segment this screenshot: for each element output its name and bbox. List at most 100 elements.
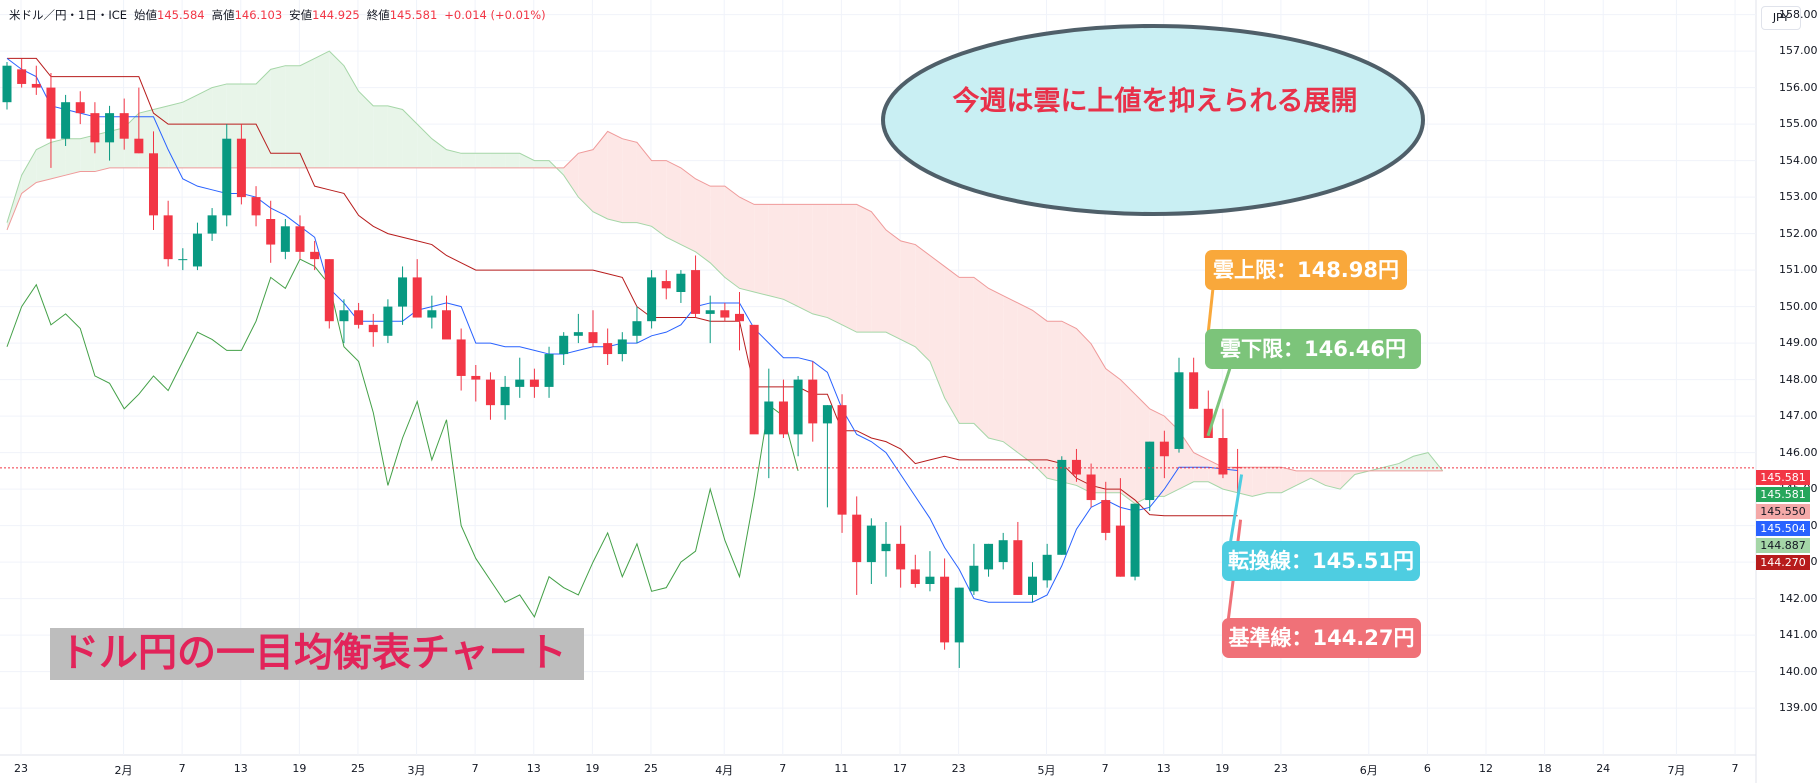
cloud-segment	[607, 131, 623, 223]
candle	[61, 94, 71, 146]
candle-body	[998, 540, 1008, 563]
grid	[0, 0, 1756, 755]
candle	[720, 302, 730, 322]
candle-body	[984, 543, 994, 570]
close-value: 145.581	[389, 8, 438, 22]
candle-body	[251, 197, 261, 216]
cloud-segment	[402, 109, 418, 168]
candle	[105, 105, 115, 161]
price-tick-label: 139.000	[1779, 701, 1817, 715]
time-tick-label: 23	[951, 762, 966, 775]
low-value: 144.925	[312, 8, 360, 22]
candle	[515, 357, 525, 398]
time-tick-label: 4月	[715, 764, 734, 777]
candle-body	[778, 401, 788, 435]
candle-body	[1042, 554, 1052, 581]
price-tick-label: 154.000	[1779, 153, 1817, 167]
candle	[354, 302, 364, 329]
candle-body	[822, 405, 832, 424]
candle	[1189, 357, 1199, 409]
cloud-segment	[256, 69, 271, 168]
cloud-segment	[1398, 456, 1414, 471]
cloud-segment	[651, 160, 667, 238]
candle	[456, 328, 466, 391]
candle-body	[1218, 438, 1228, 475]
cloud-segment	[710, 186, 725, 278]
cloud-segment	[563, 153, 579, 198]
candle-body	[1057, 459, 1067, 555]
candle	[75, 91, 85, 125]
candle	[266, 200, 276, 263]
time-tick-label: 13	[233, 762, 248, 775]
candle-body	[1145, 441, 1155, 501]
time-tick-label: 19	[585, 762, 600, 775]
candle-body	[134, 138, 144, 154]
candle	[2, 62, 12, 110]
open-label: 始値	[134, 8, 158, 22]
cloud-segment	[343, 65, 359, 168]
time-tick-label: 7月	[1667, 764, 1686, 777]
candle	[1013, 521, 1023, 595]
candle	[676, 270, 686, 303]
candle	[925, 551, 935, 592]
candle	[310, 240, 320, 271]
cloud-segment	[680, 167, 696, 252]
symbol-name[interactable]: 米ドル／円・1日・ICE	[9, 8, 128, 22]
candle-body	[442, 310, 451, 340]
cloud-segment	[900, 240, 916, 347]
candle	[661, 270, 671, 300]
candle	[559, 332, 569, 365]
high-value: 146.103	[234, 8, 283, 22]
candle	[500, 375, 510, 420]
candle-body	[149, 153, 158, 216]
time-tick-label: 5月	[1037, 764, 1056, 777]
candle-body	[617, 339, 627, 355]
candle	[412, 259, 422, 318]
cloud-segment	[1105, 368, 1121, 493]
candle-body	[676, 273, 686, 292]
cloud-segment	[636, 142, 652, 227]
candle	[368, 313, 378, 347]
cloud-segment	[1120, 379, 1136, 504]
callout-cloud-upper: 雲上限：148.98円	[1205, 250, 1407, 290]
candle	[119, 98, 129, 150]
candles	[2, 58, 1243, 668]
candle	[764, 368, 774, 479]
candle	[852, 496, 862, 595]
cloud-segment	[197, 87, 213, 168]
candle	[1159, 430, 1169, 479]
cloud-segment	[1296, 470, 1311, 486]
candle	[1174, 357, 1184, 453]
candle	[442, 295, 451, 340]
candle-body	[1115, 525, 1125, 577]
candle-body	[705, 310, 715, 314]
candle-body	[398, 277, 408, 307]
candle-body	[632, 321, 642, 336]
price-tag: 145.550	[1756, 504, 1810, 519]
candle-body	[1013, 540, 1023, 595]
senkou-span-b-line	[6, 130, 1443, 472]
candle-body	[1130, 503, 1140, 577]
candle	[529, 368, 539, 398]
candle	[808, 361, 818, 442]
cloud-segment	[1266, 467, 1282, 493]
price-tick-label: 152.000	[1779, 226, 1817, 240]
cloud-segment	[65, 138, 81, 176]
candle	[46, 73, 56, 168]
candle	[632, 306, 642, 344]
currency-button[interactable]: JPY	[1761, 6, 1801, 30]
candle-body	[75, 102, 85, 114]
price-tick-label: 156.000	[1779, 80, 1817, 94]
candle	[280, 219, 290, 260]
candle-body	[1101, 500, 1111, 533]
price-tick-label: 147.000	[1779, 409, 1817, 423]
cloud-segment	[519, 153, 535, 168]
price-tick-label: 155.000	[1779, 117, 1817, 131]
price-tag: 145.581	[1756, 470, 1810, 485]
time-tick-label: 18	[1537, 762, 1552, 775]
cloud-segment	[973, 277, 989, 438]
candle	[31, 65, 41, 95]
time-tick-label: 6	[1423, 762, 1431, 775]
candle	[134, 87, 144, 154]
candle-body	[105, 113, 115, 143]
